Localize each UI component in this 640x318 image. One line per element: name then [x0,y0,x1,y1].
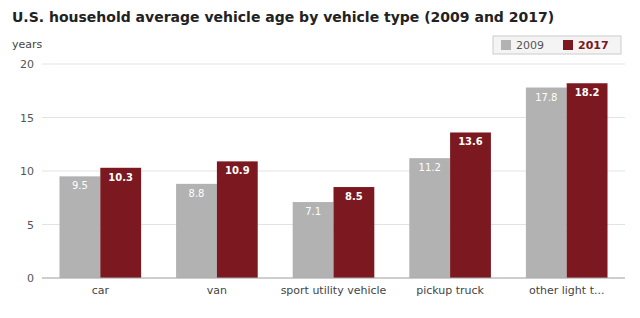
tick-label: 0 [27,272,34,285]
axis-label: years [12,38,43,51]
data-label: 17.8 [535,92,557,103]
bar [59,176,100,278]
legend: 2009 2017 [493,36,621,54]
data-label: 8.5 [345,191,363,202]
grid [42,64,625,278]
bar [450,132,491,278]
tick-label: 15 [20,112,34,125]
legend-swatch [501,40,511,50]
grid-line [42,278,625,279]
data-label: 11.2 [419,162,441,173]
category-label: van [207,284,227,297]
bars [59,83,607,278]
chart: U.S. household average vehicle age by ve… [0,0,640,318]
data-label: 8.8 [189,188,205,199]
bar [217,161,258,278]
bar [100,168,141,278]
legend-box [493,36,621,54]
data-label: 9.5 [72,180,88,191]
tick-label: 10 [20,165,34,178]
bar [409,158,450,278]
tick-label: 20 [20,58,34,71]
title: U.S. household average vehicle age by ve… [12,9,554,25]
x-axis-line [42,278,625,279]
category-label: car [92,284,110,297]
data-label: 13.6 [458,136,483,147]
legend-label: 2017 [578,39,609,52]
bar [293,202,334,278]
bar [526,88,567,278]
bar [176,184,217,278]
legend-swatch [563,40,573,50]
data-label: 10.9 [225,165,250,176]
legend-label: 2009 [516,39,544,52]
grid-line [42,64,625,65]
data-label: 10.3 [108,172,133,183]
bar [567,83,608,278]
bar [334,187,375,278]
data-labels: 9.5 8.8 7.1 11.2 17.8 10.3 10.9 8.5 13.6 18.2 [72,87,600,217]
tick-label: 5 [27,219,34,232]
category-label: sport utility vehicle [281,284,387,297]
category-label: pickup truck [416,284,484,297]
category-label: other light t... [529,284,604,297]
data-label: 7.1 [305,206,321,217]
data-label: 18.2 [575,87,600,98]
